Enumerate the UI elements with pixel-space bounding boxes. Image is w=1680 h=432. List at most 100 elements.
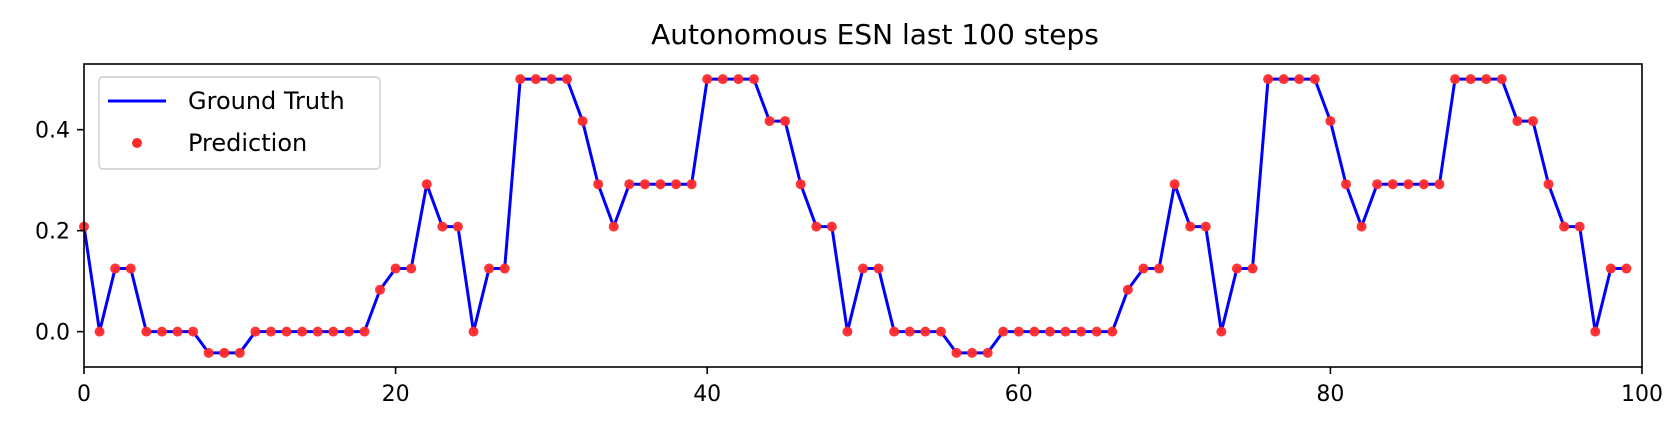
prediction-point (1434, 179, 1445, 190)
prediction-point (265, 326, 276, 337)
prediction-layer (79, 74, 1632, 358)
y-tick-label: 0.2 (35, 220, 70, 245)
prediction-point (219, 347, 230, 358)
prediction-point (1527, 116, 1538, 127)
x-tick-label: 60 (1005, 382, 1033, 407)
prediction-point (1512, 116, 1523, 127)
prediction-point (795, 179, 806, 190)
prediction-point (281, 326, 292, 337)
prediction-point (1169, 179, 1180, 190)
prediction-point (406, 263, 417, 274)
prediction-point (1481, 74, 1492, 85)
prediction-point (1200, 221, 1211, 232)
prediction-point (1076, 326, 1087, 337)
prediction-point (717, 74, 728, 85)
prediction-point (1263, 74, 1274, 85)
prediction-point (1247, 263, 1258, 274)
prediction-point (780, 116, 791, 127)
prediction-point (1154, 263, 1165, 274)
prediction-point (1044, 326, 1055, 337)
prediction-point (297, 326, 308, 337)
prediction-point (172, 326, 183, 337)
prediction-point (639, 179, 650, 190)
prediction-point (499, 263, 510, 274)
legend-box (98, 76, 381, 170)
prediction-point (188, 326, 199, 337)
prediction-point (624, 179, 635, 190)
prediction-point (935, 326, 946, 337)
prediction-point (1605, 263, 1616, 274)
prediction-point (484, 263, 495, 274)
prediction-point (826, 221, 837, 232)
x-tick-label: 100 (1621, 382, 1663, 407)
prediction-point (1138, 263, 1149, 274)
prediction-point (1621, 263, 1632, 274)
prediction-point (671, 179, 682, 190)
prediction-point (702, 74, 713, 85)
prediction-point (1029, 326, 1040, 337)
prediction-point (1309, 74, 1320, 85)
prediction-point (94, 326, 105, 337)
prediction-point (920, 326, 931, 337)
y-tick-label: 0.0 (35, 321, 70, 346)
prediction-point (1231, 263, 1242, 274)
prediction-point (546, 74, 557, 85)
prediction-point (515, 74, 526, 85)
prediction-point (343, 326, 354, 337)
prediction-point (203, 347, 214, 358)
prediction-point (998, 326, 1009, 337)
prediction-point (421, 179, 432, 190)
prediction-point (1387, 179, 1398, 190)
prediction-point (1559, 221, 1570, 232)
prediction-point (842, 326, 853, 337)
prediction-point (561, 74, 572, 85)
prediction-point (764, 116, 775, 127)
prediction-point (1465, 74, 1476, 85)
prediction-point (593, 179, 604, 190)
x-tick-label: 40 (693, 382, 721, 407)
prediction-point (733, 74, 744, 85)
prediction-point (1185, 221, 1196, 232)
prediction-point (1403, 179, 1414, 190)
prediction-point (1372, 179, 1383, 190)
prediction-point (811, 221, 822, 232)
prediction-point (686, 179, 697, 190)
prediction-point (1294, 74, 1305, 85)
ground-truth-line (82, 77, 1627, 355)
prediction-point (1060, 326, 1071, 337)
prediction-point (655, 179, 666, 190)
prediction-point (904, 326, 915, 337)
prediction-point (110, 263, 121, 274)
ground-truth-layer (82, 77, 1627, 355)
x-tick-label: 0 (77, 382, 91, 407)
prediction-point (1122, 284, 1133, 295)
prediction-point (437, 221, 448, 232)
prediction-point (1107, 326, 1118, 337)
prediction-point (608, 221, 619, 232)
prediction-point (1091, 326, 1102, 337)
prediction-point (125, 263, 136, 274)
y-tick-label: 0.4 (35, 119, 70, 144)
prediction-point (359, 326, 370, 337)
prediction-point (452, 221, 463, 232)
prediction-point (375, 284, 386, 295)
prediction-point (1325, 116, 1336, 127)
prediction-point (1356, 221, 1367, 232)
prediction-point (390, 263, 401, 274)
legend-ground-truth-label: Ground Truth (188, 87, 345, 115)
prediction-point (234, 347, 245, 358)
prediction-point (141, 326, 152, 337)
prediction-point (1450, 74, 1461, 85)
legend-prediction-swatch (132, 138, 142, 148)
prediction-point (1278, 74, 1289, 85)
prediction-point (951, 347, 962, 358)
chart-title: Autonomous ESN last 100 steps (651, 18, 1099, 51)
prediction-point (1574, 221, 1585, 232)
prediction-point (748, 74, 759, 85)
x-tick-label: 20 (382, 382, 410, 407)
prediction-point (982, 347, 993, 358)
prediction-point (530, 74, 541, 85)
prediction-point (1543, 179, 1554, 190)
prediction-point (1216, 326, 1227, 337)
